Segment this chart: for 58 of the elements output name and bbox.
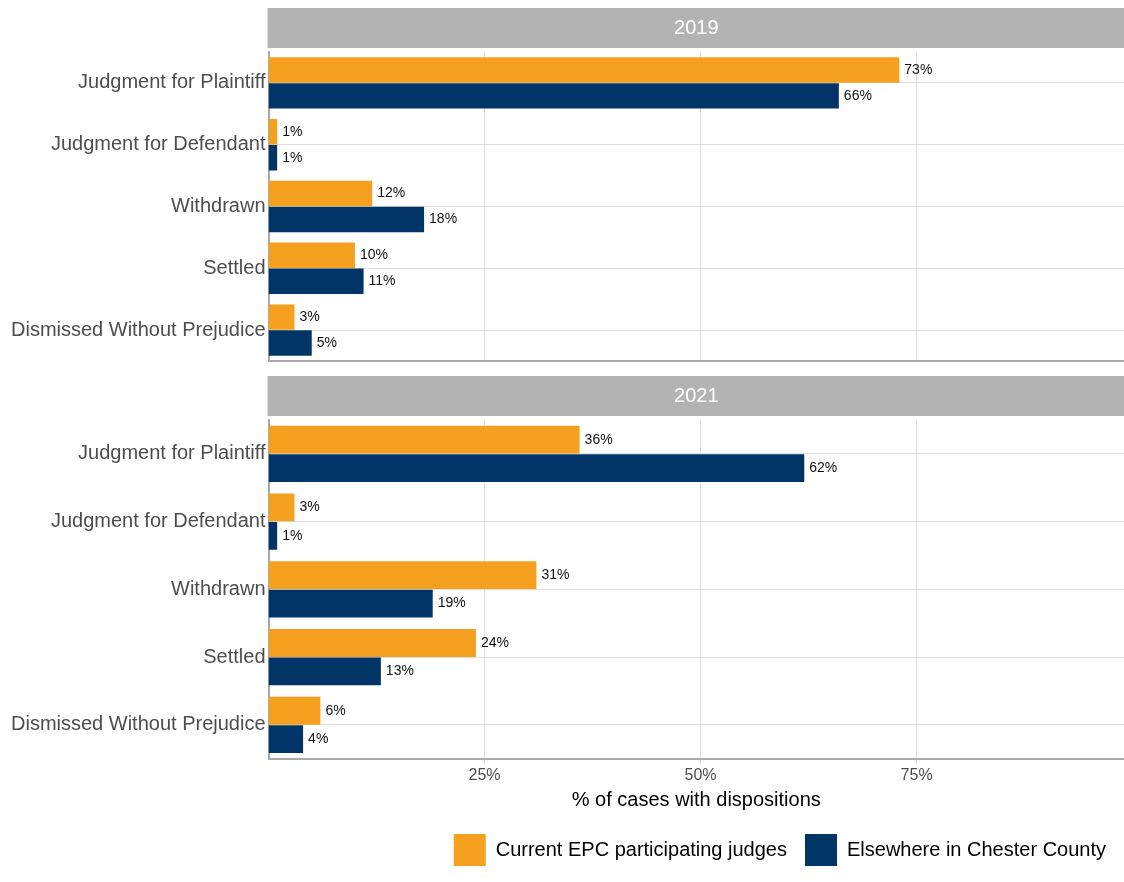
bar [268, 628, 476, 657]
legend-label: Elsewhere in Chester County [846, 837, 1106, 860]
bar [268, 180, 373, 207]
bar [268, 268, 364, 294]
data-label: 66% [843, 86, 872, 103]
y-tick-label: Withdrawn [171, 194, 266, 217]
y-tick-label: Dismissed Without Prejudice [11, 712, 266, 735]
y-tick-label: Judgment for Defendant [50, 132, 266, 155]
bar [268, 696, 321, 725]
bar [268, 657, 381, 686]
data-label: 4% [308, 730, 329, 747]
data-label: 11% [368, 272, 396, 289]
bar [268, 242, 355, 269]
data-label: 13% [385, 662, 414, 679]
data-label: 1% [282, 122, 303, 139]
y-tick-label: Settled [203, 255, 266, 278]
bar [268, 119, 278, 145]
data-label: 1% [282, 526, 303, 543]
data-label: 31% [541, 566, 570, 583]
bar [268, 57, 900, 83]
y-tick-label: Judgment for Plaintiff [78, 441, 266, 464]
bar [268, 83, 839, 109]
data-label: 73% [904, 60, 933, 77]
x-tick-label: 50% [684, 765, 717, 783]
y-tick-label: Judgment for Defendant [50, 509, 266, 532]
data-label: 24% [480, 633, 509, 650]
bar [268, 493, 295, 522]
bar [268, 454, 805, 483]
data-label: 18% [429, 210, 458, 227]
y-tick-label: Dismissed Without Prejudice [11, 317, 266, 340]
y-tick-label: Judgment for Plaintiff [78, 70, 266, 93]
bar [268, 521, 278, 550]
data-label: 19% [437, 594, 466, 611]
data-label: 1% [282, 148, 303, 165]
chart-title: 2019 [674, 15, 719, 38]
bar [268, 144, 278, 171]
chart-title: 2021 [674, 383, 719, 406]
data-label: 5% [316, 333, 337, 350]
data-label: 10% [359, 246, 388, 263]
bar [268, 206, 425, 233]
data-label: 62% [809, 458, 838, 475]
data-label: 36% [584, 430, 613, 447]
data-label: 12% [377, 184, 406, 201]
data-label: 3% [299, 498, 320, 515]
legend-label: Current EPC participating judges [495, 837, 787, 860]
bar [268, 589, 433, 618]
y-tick-label: Withdrawn [171, 576, 266, 599]
data-label: 6% [325, 701, 346, 718]
bar [268, 425, 580, 454]
y-tick-label: Settled [203, 644, 266, 667]
data-label: 3% [299, 307, 320, 324]
x-tick-label: 25% [468, 765, 501, 783]
bar [268, 561, 537, 590]
bar [268, 304, 295, 330]
x-tick-label: 75% [900, 765, 933, 783]
x-axis-title: % of cases with dispositions [571, 787, 821, 810]
bar [268, 330, 312, 356]
bar [268, 725, 304, 754]
